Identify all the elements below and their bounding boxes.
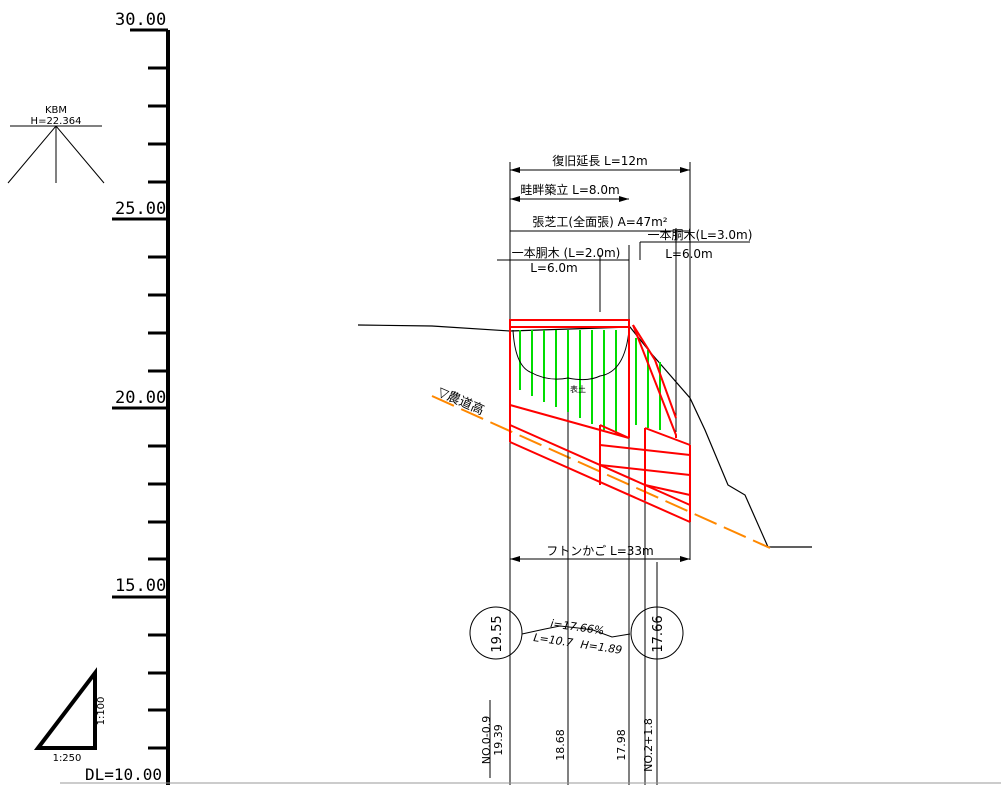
kbm-name: KBM (45, 105, 67, 116)
gabion-length-label: フトンかご L=33m (546, 543, 654, 558)
station-left-elev: 19.39 (492, 724, 505, 756)
datum-label: DL=10.00 (85, 765, 162, 784)
scale-label: 15.00 (115, 576, 166, 596)
elevation-scale: 30.00 25.00 20.00 15.00 DL=10.00 (85, 10, 170, 785)
restoration-length-label: 復旧延長 L=12m (552, 153, 648, 168)
gabion-layers (509, 404, 691, 523)
ratio-triangle: 1:100 1:250 (33, 667, 107, 764)
gradient-length: L=10.7 (533, 631, 574, 649)
ratio-vertical: 1:100 (96, 697, 107, 726)
left-elevation: 19.55 (490, 615, 505, 652)
kbm-benchmark: KBM H=22.364 (7, 105, 105, 184)
scale-label: 20.00 (115, 388, 166, 408)
post-right-label: 一本胴木(L=3.0m) (648, 228, 753, 242)
station-labels: NO.0-0.9 19.39 18.68 17.98 NO.2+1.8 (480, 700, 655, 778)
gradient-height: H=1.89 (580, 638, 623, 657)
post-right-length: L=6.0m (665, 247, 713, 261)
post-left-length: L=6.0m (530, 261, 578, 275)
turf-area-label: 張芝工(全面張) A=47m² (532, 214, 667, 229)
scale-label: 30.00 (115, 10, 166, 30)
ground-profile-line (357, 324, 812, 548)
kbm-height: H=22.364 (31, 116, 82, 127)
farm-road-line (431, 395, 771, 549)
scale-ticks (112, 28, 168, 750)
farm-road-label: ▽農道高 (435, 384, 486, 419)
station-mid2: 17.98 (615, 729, 628, 761)
station-right: NO.2+1.8 (642, 718, 655, 772)
post-left-label: 一本胴木 (L=2.0m) (512, 246, 621, 260)
turf-hatching (519, 330, 661, 435)
levee-length-label: 畦畔築立 L=8.0m (520, 182, 619, 197)
scale-label: 25.00 (115, 199, 166, 219)
elevation-circles: 19.55 17.66 i=17.66% L=10.7 H=1.89 (469, 606, 684, 660)
ratio-horizontal: 1:250 (53, 753, 82, 764)
station-mid1: 18.68 (554, 729, 567, 761)
levee-structure (509, 319, 677, 442)
dimension-arrows (510, 167, 690, 562)
right-elevation: 17.66 (651, 615, 666, 652)
dimension-lines (497, 169, 750, 560)
topsoil-line (512, 329, 630, 381)
topsoil-label: 表土 (570, 384, 586, 394)
station-left: NO.0-0.9 (480, 716, 493, 764)
